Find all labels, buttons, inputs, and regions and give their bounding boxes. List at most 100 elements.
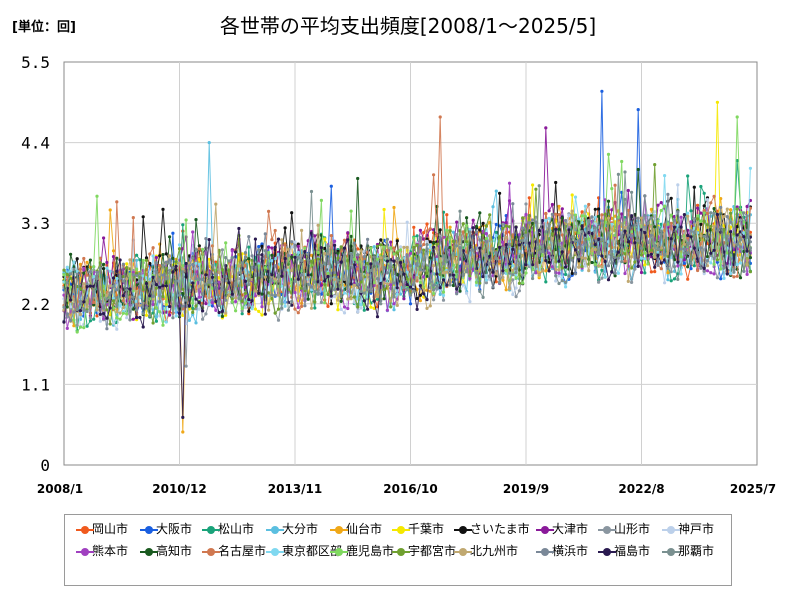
data-point [544,126,548,130]
legend-marker [330,526,348,534]
data-point [527,251,531,255]
legend: 岡山市 大阪市 松山市 大分市 仙台市 千葉市 さいたま市 大津市 山形市 神戸市 熊本市 高知市 名古… [64,514,732,586]
data-point [224,311,228,315]
data-point [649,252,654,256]
data-point [342,238,347,242]
data-point [290,240,294,244]
data-point [626,188,630,193]
data-point [610,270,614,274]
data-point [494,251,498,255]
data-point [620,260,624,264]
legend-label: 宇都宮市 [408,544,457,558]
x-tick-label: 2019/9 [503,482,549,496]
legend-item: 名古屋市 [202,544,266,558]
data-point [313,306,317,310]
data-point [692,264,696,268]
data-point [260,278,264,282]
y-tick-label: 4.4 [21,134,50,153]
data-point [197,295,201,299]
data-point [507,262,512,266]
data-point [636,264,640,268]
data-point [379,302,383,306]
data-point [524,212,528,217]
data-point [339,260,343,264]
data-point [458,289,462,293]
data-point [293,307,297,311]
data-point [270,273,274,277]
data-point [547,269,551,273]
data-point [626,240,630,244]
data-point [643,231,647,235]
data-point [626,249,630,253]
data-point [243,255,248,259]
data-point [135,289,139,294]
data-point [319,198,323,202]
data-point [498,280,502,284]
data-point [649,207,654,211]
data-point [583,256,588,260]
data-point [557,281,561,286]
data-point [65,305,69,309]
data-point [382,254,386,258]
data-point [247,257,251,261]
data-point [560,266,564,270]
data-point [174,279,178,283]
legend-item: 高知市 [140,544,192,558]
data-point [564,265,568,269]
data-point [705,237,710,241]
data-point [161,284,165,288]
data-point [465,216,469,220]
data-point [656,247,660,251]
data-point [128,318,132,322]
data-point [316,257,320,261]
data-point [352,295,356,299]
legend-label: 北九州市 [470,544,519,558]
data-point [164,281,168,285]
data-point [356,253,360,257]
data-point [511,292,515,297]
data-point [438,236,442,240]
data-point [428,243,432,247]
data-point [323,283,327,287]
data-point [593,215,597,219]
data-point [455,270,459,274]
data-point [676,210,680,214]
data-point [366,307,370,311]
data-point [484,232,488,236]
data-point [171,266,175,270]
data-point [356,176,360,181]
data-point [593,243,597,247]
data-point [408,251,413,256]
data-point [375,244,380,248]
data-point [392,295,396,299]
data-point [290,255,294,259]
data-point [613,183,617,187]
data-point [102,306,106,310]
data-point [623,252,627,256]
data-point [428,304,432,308]
data-point [643,251,647,255]
data-point [554,279,558,283]
data-point [230,292,234,296]
data-point [352,300,356,304]
data-point [273,293,277,297]
data-point [702,266,706,270]
data-point [653,210,657,214]
y-tick-label: 0 [40,456,50,475]
data-point [732,275,736,279]
data-point [220,248,224,252]
data-point [342,311,347,315]
data-point [646,262,650,266]
legend-marker [392,548,410,556]
data-point [161,273,165,277]
data-point [732,270,736,274]
data-point [75,269,79,273]
data-point [630,214,634,218]
data-point [267,209,271,213]
data-point [557,227,561,231]
data-point [666,252,670,256]
data-point [550,236,555,241]
data-point [69,252,73,256]
data-point [583,204,588,208]
data-point [247,312,251,316]
